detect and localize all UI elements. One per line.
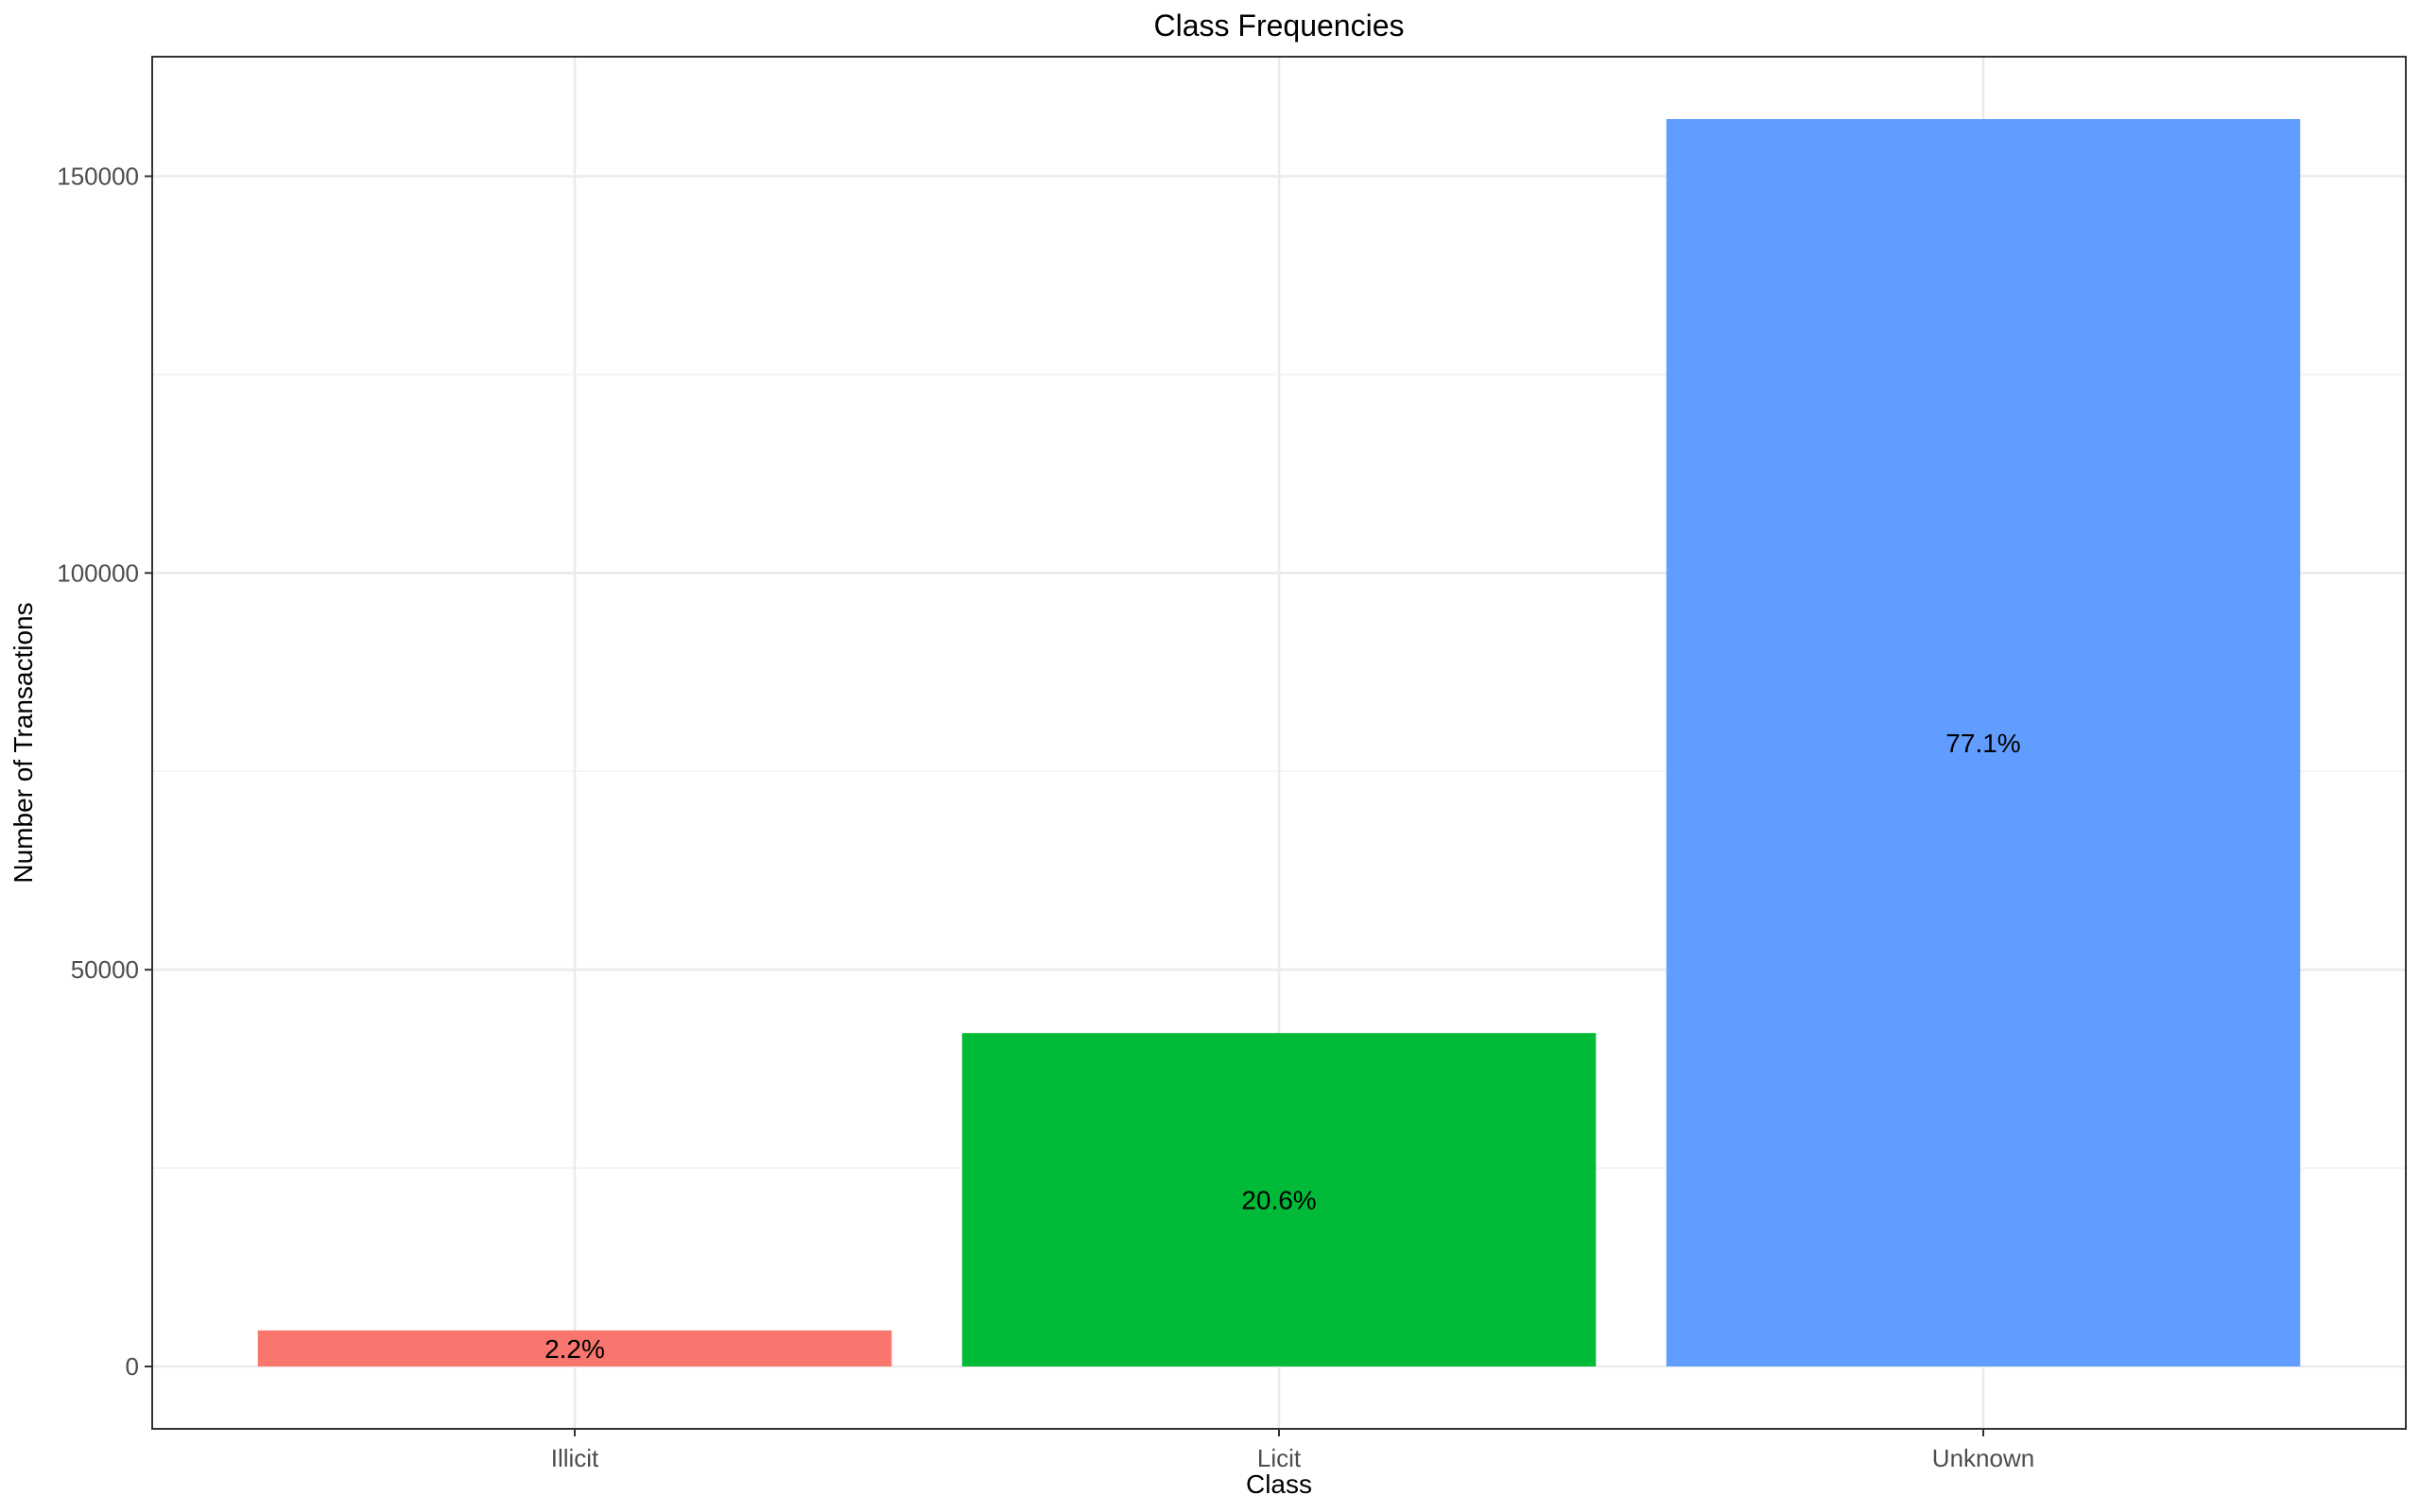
y-tick-label: 50000 — [71, 955, 139, 984]
y-tick-label: 100000 — [57, 558, 139, 587]
y-tick-label: 0 — [126, 1352, 139, 1381]
data-label-illicit: 2.2% — [544, 1334, 605, 1364]
x-tick-label: Licit — [1257, 1444, 1302, 1472]
y-axis-title: Number of Transactions — [9, 602, 38, 883]
x-axis-title: Class — [1246, 1469, 1312, 1499]
chart-title: Class Frequencies — [1154, 9, 1405, 43]
data-label-unknown: 77.1% — [1945, 729, 2020, 758]
x-tick-label: Illicit — [551, 1444, 599, 1472]
y-tick-label: 150000 — [57, 162, 139, 190]
x-tick-label: Unknown — [1932, 1444, 2034, 1472]
data-label-licit: 20.6% — [1241, 1186, 1316, 1215]
